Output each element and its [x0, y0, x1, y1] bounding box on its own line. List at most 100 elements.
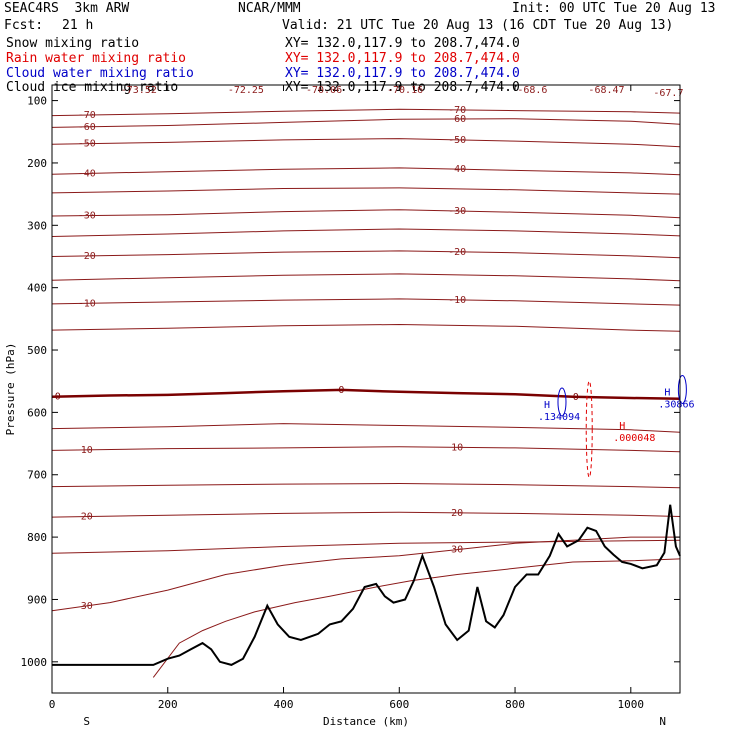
x-tick-label: 1000	[618, 698, 645, 711]
y-tick-label: 800	[27, 531, 47, 544]
isotherm-label: -10	[448, 295, 466, 306]
y-tick-label: 300	[27, 219, 47, 232]
isotherm-line	[51, 323, 681, 332]
isotherm-label: -60	[78, 122, 96, 133]
isotherm-label: -40	[78, 168, 96, 179]
isotherm-line	[51, 250, 681, 259]
isotherm-label: -20	[78, 251, 96, 262]
terrain-line	[52, 504, 681, 666]
isotherm-label: -50	[448, 135, 466, 146]
isotherm-label: 20	[451, 508, 463, 519]
isotherm-line	[51, 536, 680, 612]
isotherm-line	[51, 138, 681, 148]
x-tick-label: 400	[274, 698, 294, 711]
isotherm-line	[51, 273, 681, 282]
isotherm-label: -30	[448, 206, 466, 217]
contour-value-label: -70.06	[306, 85, 342, 96]
cloud-water-max-value: .134094	[538, 412, 580, 423]
isotherm-line	[51, 446, 681, 453]
isotherm-label: -60	[448, 114, 466, 125]
model-title: SEAC4RS 3km ARW	[4, 1, 130, 16]
forecast-hour: 21 h	[62, 18, 94, 33]
x-axis-title: Distance (km)	[323, 715, 409, 728]
contour-value-label: -68.6	[517, 85, 547, 96]
isotherm-label: -10	[78, 298, 96, 309]
legend-cloud-ice-xy: XY= 132.0,117.9 to 208.7,474.0	[285, 80, 520, 95]
y-tick-label: 500	[27, 344, 47, 357]
y-axis-title: Pressure (hPa)	[4, 343, 17, 436]
legend-rain-xy: XY= 132.0,117.9 to 208.7,474.0	[285, 51, 520, 66]
freezing-level-label: 0	[338, 385, 344, 396]
contour-value-label: -72.25	[228, 85, 264, 96]
x-tick-label: 0	[49, 698, 56, 711]
isotherm-line	[51, 228, 681, 237]
contour-value-label: -67.7	[653, 88, 683, 99]
contour-value-label: -73.52	[121, 85, 157, 96]
y-tick-label: 100	[27, 95, 47, 108]
y-tick-label: 600	[27, 406, 47, 419]
isotherm-line	[51, 108, 681, 117]
isotherm-line	[152, 558, 681, 678]
isotherm-label: -20	[448, 247, 466, 258]
isotherm-line	[51, 187, 681, 195]
isotherm-line	[51, 298, 681, 306]
x-tick-label: 800	[505, 698, 525, 711]
cloud-water-max-marker: H	[544, 400, 550, 411]
legend-snow-xy: XY= 132.0,117.9 to 208.7,474.0	[285, 36, 520, 51]
north-end-label: N	[659, 715, 666, 728]
x-tick-label: 200	[158, 698, 178, 711]
isotherm-label: 10	[81, 445, 93, 456]
cloud-water-max-marker: H	[664, 388, 670, 399]
contour-value-label: -68.47	[588, 85, 624, 96]
isotherm-label: 10	[451, 442, 463, 453]
cloud-water-contour	[557, 387, 567, 417]
forecast-label: Fcst:	[4, 18, 44, 33]
contour-value-label: -70.16	[387, 85, 423, 96]
terrain-layer	[52, 504, 681, 666]
x-tick-label: 600	[389, 698, 409, 711]
isotherm-label: -50	[78, 139, 96, 150]
isotherm-line	[51, 209, 681, 219]
isotherm-label: -70	[448, 105, 466, 116]
freezing-level-label: 0	[55, 392, 61, 403]
legend-cloud-water: Cloud water mixing ratio	[6, 66, 194, 81]
isotherm-label: -70	[78, 110, 96, 121]
isotherm-line	[51, 167, 681, 176]
freezing-level-line	[51, 388, 681, 400]
y-tick-label: 700	[27, 469, 47, 482]
cloud-water-contour	[677, 375, 687, 405]
y-tick-label: 400	[27, 282, 47, 295]
legend-rain: Rain water mixing ratio	[6, 51, 187, 66]
rain-contour	[585, 380, 593, 478]
plot-frame	[51, 84, 681, 694]
rain-max-marker: H	[619, 421, 625, 432]
legend-cloud-water-xy: XY= 132.0,117.9 to 208.7,474.0	[285, 66, 520, 81]
init-time: Init: 00 UTC Tue 20 Aug 13	[512, 1, 716, 16]
isotherm-line	[51, 423, 681, 433]
isotherm-label: -30	[78, 211, 96, 222]
y-tick-label: 1000	[21, 656, 48, 669]
isotherm-layer: -70 -70-60-60-50 -50-40 -40-30 -30-20 -20-10-…	[51, 85, 683, 678]
rain-max-value: .000048	[613, 433, 655, 444]
isotherm-line	[51, 482, 681, 489]
isotherm-line	[51, 511, 681, 518]
isotherm-line	[51, 539, 681, 554]
isotherm-label: 30	[81, 601, 93, 612]
y-tick-label: 200	[27, 157, 47, 170]
cloud-water-max-value: .30866	[658, 400, 694, 411]
isotherm-label: 30	[451, 545, 463, 556]
legend-cloud-ice: Cloud ice mixing ratio	[6, 80, 179, 95]
y-tick-label: 900	[27, 593, 47, 606]
isotherm-label: 20	[81, 512, 93, 523]
south-end-label: S	[83, 715, 90, 728]
isotherm-label: -40	[448, 164, 466, 175]
legend-snow: Snow mixing ratio	[6, 36, 140, 51]
org-label: NCAR/MMM	[238, 1, 301, 16]
freezing-level-label: 0	[573, 392, 579, 403]
isotherm-line	[51, 118, 681, 128]
x-axis: 0 200 400 600 800 1000	[49, 85, 644, 711]
valid-time: Valid: 21 UTC Tue 20 Aug 13 (16 CDT Tue …	[282, 18, 674, 33]
